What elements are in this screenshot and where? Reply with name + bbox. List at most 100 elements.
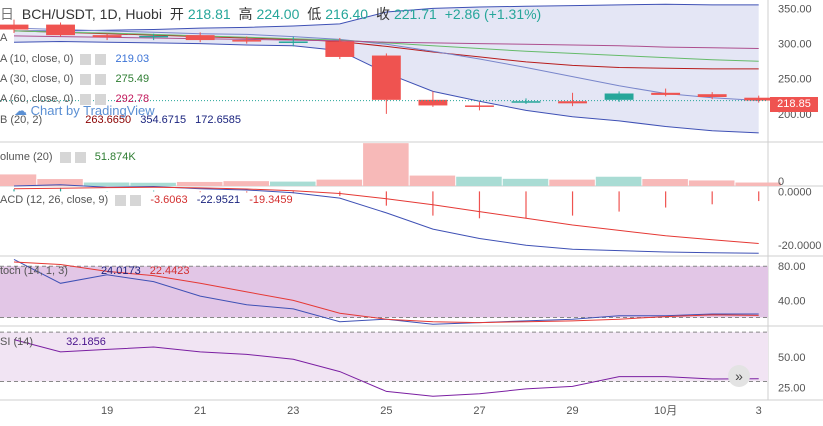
- close-label: 收: [375, 6, 390, 22]
- close-icon[interactable]: [95, 73, 107, 85]
- change-value: +2.86 (+1.31%): [444, 6, 542, 22]
- legend-bb-label: B (20, 2): [0, 114, 43, 126]
- x-tick-label: 10月: [654, 405, 677, 417]
- double-chevron-right-icon: »: [735, 368, 743, 384]
- legend-volume-label: olume (20): [0, 151, 53, 163]
- x-tick-label: 23: [287, 405, 299, 417]
- volume-bar: [688, 180, 735, 186]
- candle-body: [744, 97, 774, 101]
- legend-volume[interactable]: olume (20) 51.874K: [0, 151, 136, 163]
- legend-rsi-label: SI (14): [0, 336, 34, 348]
- close-icon[interactable]: [74, 151, 86, 163]
- high-value: 224.00: [256, 6, 300, 22]
- volume-bar: [83, 182, 130, 186]
- legend-stoch-label: toch (14, 1, 3): [0, 265, 68, 277]
- x-tick-label: 21: [194, 405, 206, 417]
- series-line-bb-upper: [14, 3, 759, 32]
- legend-ma10-value: 219.03: [115, 53, 150, 65]
- legend-ma1-label: A: [0, 32, 8, 44]
- close-value: 221.71: [393, 6, 437, 22]
- open-value: 218.81: [187, 6, 231, 22]
- x-tick-label: 27: [473, 405, 485, 417]
- x-tick-label: 3: [756, 405, 762, 417]
- volume-bar: [549, 179, 595, 186]
- volume-bar: [456, 176, 502, 186]
- macd-line: [13, 184, 759, 254]
- candle-body: [92, 35, 122, 38]
- candle-body: [371, 55, 401, 100]
- last-price-tag: 218.85: [770, 97, 818, 112]
- legend-ma60-label: A (60, close, 0): [0, 93, 74, 105]
- volume-bar: [502, 178, 549, 186]
- volume-bar: [735, 182, 781, 186]
- legend-rsi[interactable]: SI (14) 32.1856: [0, 336, 106, 348]
- high-label: 高: [238, 6, 253, 22]
- candle-body: [465, 105, 494, 107]
- series-line-ma-10: [13, 27, 759, 101]
- legend-ma30-value: 275.49: [115, 73, 150, 85]
- legend-ma60[interactable]: A (60, close, 0) 292.78: [0, 93, 149, 105]
- volume-bar: [595, 176, 642, 186]
- volume-bar: [0, 174, 37, 186]
- legend-macd-signal: -19.3459: [249, 194, 293, 206]
- price-tick-label: 350.00: [778, 3, 812, 15]
- legend-bb-basis: 263.6650: [85, 114, 132, 126]
- volume-bar: [642, 179, 688, 186]
- candle-body: [558, 101, 587, 104]
- stoch-band-fill: [0, 266, 768, 318]
- tradingview-logo-icon: ☁: [14, 103, 27, 118]
- candle-body: [278, 41, 308, 43]
- stoch-d-line: [13, 261, 759, 324]
- macd-tick-label: 0.0000: [778, 186, 812, 198]
- low-label: 低: [307, 6, 322, 22]
- legend-stoch[interactable]: toch (14, 1, 3) 24.0173 22.4423: [0, 265, 190, 277]
- volume-bar: [316, 179, 363, 186]
- legend-stoch-k: 24.0173: [100, 265, 141, 277]
- close-icon[interactable]: [130, 194, 142, 206]
- close-icon[interactable]: [95, 53, 107, 65]
- volume-bar: [130, 182, 176, 186]
- candle-body: [511, 101, 541, 103]
- volume-bar: [223, 181, 269, 186]
- series-line-ma-30: [13, 30, 759, 62]
- calendar-icon[interactable]: 日: [0, 6, 14, 22]
- settings-icon[interactable]: [59, 151, 71, 163]
- volume-bar: [37, 179, 83, 186]
- series-line-bb-basis: [13, 30, 759, 70]
- legend-stoch-d: 22.4423: [149, 265, 190, 277]
- volume-bar: [270, 181, 316, 186]
- volume-bar: [409, 175, 456, 186]
- close-icon[interactable]: [95, 93, 107, 105]
- x-tick-label: 29: [566, 405, 578, 417]
- tradingview-watermark[interactable]: ☁ Chart by TradingView: [14, 103, 155, 119]
- stoch-tick-label: 40.00: [778, 295, 806, 307]
- rsi-tick-label: 50.00: [778, 352, 806, 364]
- scroll-right-button[interactable]: »: [728, 365, 750, 387]
- settings-icon[interactable]: [80, 93, 92, 105]
- legend-ma10[interactable]: A (10, close, 0) 219.03: [0, 53, 149, 65]
- symbol-title: BCH/USDT, 1D, Huobi: [21, 6, 162, 22]
- candle-body: [185, 35, 215, 41]
- legend-rsi-value: 32.1856: [66, 336, 106, 348]
- candle-body: [232, 40, 262, 42]
- candle-body: [0, 24, 29, 30]
- settings-icon[interactable]: [80, 53, 92, 65]
- settings-icon[interactable]: [80, 73, 92, 85]
- settings-icon[interactable]: [115, 194, 127, 206]
- volume-bar: [176, 181, 223, 186]
- candle-body: [46, 24, 75, 36]
- legend-ma30[interactable]: A (30, close, 0) 275.49: [0, 73, 149, 85]
- open-label: 开: [169, 6, 184, 22]
- watermark-text: Chart by TradingView: [30, 103, 155, 118]
- legend-ma30-label: A (30, close, 0): [0, 73, 74, 85]
- legend-macd[interactable]: ACD (12, 26, close, 9) -3.6063 -22.9521 …: [0, 194, 293, 206]
- candle-body: [325, 41, 355, 57]
- candle-body: [697, 94, 727, 98]
- legend-bb[interactable]: B (20, 2) 263.6650 354.6715 172.6585: [0, 114, 241, 126]
- candle-body: [604, 93, 634, 100]
- volume-bar: [363, 143, 409, 186]
- legend-volume-value: 51.874K: [94, 151, 136, 163]
- low-value: 216.40: [325, 6, 369, 22]
- legend-ma1[interactable]: A: [0, 32, 7, 44]
